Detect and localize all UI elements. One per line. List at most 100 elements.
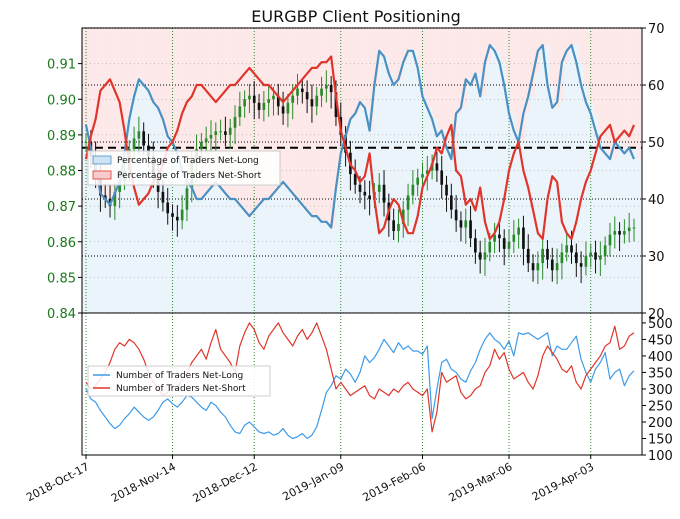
x-tick-label: 2018-Oct-17 xyxy=(24,460,91,504)
shade-net-short xyxy=(379,28,385,51)
shade-net-long xyxy=(500,62,507,314)
shade-net-short xyxy=(213,28,219,182)
shade-net-long xyxy=(257,204,263,313)
candle-body xyxy=(401,209,405,224)
shade-net-long xyxy=(130,96,137,314)
shade-net-short xyxy=(437,28,443,137)
shade-net-long xyxy=(116,181,122,313)
candle-body xyxy=(363,191,367,196)
shade-net-long xyxy=(637,159,643,313)
shade-net-long xyxy=(422,96,429,314)
shade-net-short xyxy=(325,28,331,222)
shade-net-long xyxy=(86,147,93,313)
candle-body xyxy=(493,234,496,242)
shade-net-long xyxy=(461,107,468,313)
candle-body xyxy=(502,238,506,249)
shade-net-short xyxy=(155,28,161,108)
candle-body xyxy=(454,209,458,221)
shade-net-short xyxy=(525,28,531,114)
legend-swatch-net-short xyxy=(92,170,112,180)
bottom-right-tick-label: 250 xyxy=(648,399,673,414)
candle-body xyxy=(185,188,189,210)
shade-net-short xyxy=(505,28,512,85)
candle-body xyxy=(291,95,295,103)
candle-body xyxy=(623,231,626,235)
shade-net-long xyxy=(159,119,166,313)
bottom-right-tick-label: 400 xyxy=(648,350,673,365)
shade-net-short xyxy=(150,28,156,103)
candle-body xyxy=(281,106,285,114)
candle-body xyxy=(305,92,309,100)
shade-net-long xyxy=(125,119,132,313)
shade-net-long xyxy=(82,124,88,314)
candle-body xyxy=(368,195,371,199)
candle-body xyxy=(531,263,535,271)
series-net-short-pct xyxy=(84,55,636,240)
shade-net-long xyxy=(447,147,453,313)
legend-swatch-net-long xyxy=(92,155,112,165)
shade-net-short xyxy=(622,28,628,148)
candle-body xyxy=(296,88,299,96)
candle-body xyxy=(353,174,357,185)
shade-net-short xyxy=(276,28,283,188)
candle-body xyxy=(560,252,564,264)
shade-net-short xyxy=(301,28,307,205)
shade-net-short xyxy=(627,28,633,154)
candle-body xyxy=(579,263,583,267)
shade-net-short xyxy=(612,28,619,160)
shade-net-long xyxy=(452,159,458,313)
candle-body xyxy=(411,184,415,196)
shade-net-long xyxy=(495,50,502,314)
top-legend-box xyxy=(87,150,281,186)
shade-net-long xyxy=(111,193,117,313)
shade-net-short xyxy=(120,28,127,154)
candle-body xyxy=(488,241,492,253)
shade-net-short xyxy=(359,28,365,103)
bottom-right-tick-label: 100 xyxy=(648,449,673,464)
series-net-long-count xyxy=(85,332,635,440)
shade-net-long xyxy=(335,187,341,313)
shade-net-short xyxy=(315,28,322,217)
shade-net-short xyxy=(583,28,589,85)
shade-net-short xyxy=(247,28,253,217)
shade-net-short xyxy=(588,28,594,103)
left-tick-label: 0.86 xyxy=(47,236,76,251)
shade-net-long xyxy=(262,199,268,313)
shade-net-long xyxy=(456,113,463,313)
shade-net-long xyxy=(481,96,487,314)
shade-net-short xyxy=(403,28,409,63)
shade-net-short xyxy=(320,28,326,222)
candle-body xyxy=(118,181,121,192)
bottom-legend: Number of Traders Net-Long Number of Tra… xyxy=(87,365,271,397)
shade-net-short xyxy=(174,28,180,154)
candle-body xyxy=(594,252,597,260)
top-panel: 0.84 0.85 0.86 0.87 0.88 0.89 0.90 0.91 20 30 40 5… xyxy=(47,22,665,322)
bottom-right-tick-label: 500 xyxy=(648,317,673,332)
shade-net-long xyxy=(588,102,594,313)
right-tick-label: 70 xyxy=(648,22,665,37)
candle-body xyxy=(570,245,573,253)
shade-net-long xyxy=(247,216,253,313)
shade-net-short xyxy=(520,28,526,142)
candle-body xyxy=(478,252,482,260)
shade-net-short xyxy=(374,28,380,85)
candle-body xyxy=(248,95,251,100)
shade-net-short xyxy=(262,28,268,199)
shade-net-short xyxy=(106,28,112,205)
shade-net-long xyxy=(398,79,404,313)
candle-body xyxy=(608,234,612,246)
x-tick-label: 2019-Mar-06 xyxy=(447,460,515,504)
shade-net-long xyxy=(413,50,419,314)
candle-body xyxy=(204,138,208,142)
shade-net-long xyxy=(559,102,565,313)
shade-net-long xyxy=(237,204,244,313)
shade-net-short xyxy=(637,28,643,160)
candle-body xyxy=(464,220,468,228)
candle-body xyxy=(276,95,280,107)
candle-body xyxy=(200,142,203,150)
shade-net-short xyxy=(189,28,195,188)
shade-net-long xyxy=(208,187,214,313)
candle-body xyxy=(377,184,381,192)
shade-net-short xyxy=(232,28,239,199)
shade-net-short xyxy=(544,28,550,46)
